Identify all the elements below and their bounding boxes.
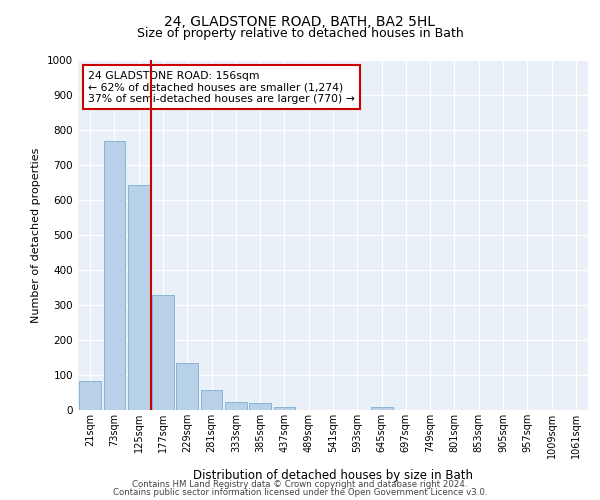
Bar [104,140,125,410]
X-axis label: Distribution of detached houses by size in Bath: Distribution of detached houses by size … [193,469,473,482]
Bar [225,402,247,410]
Text: 24 GLADSTONE ROAD: 156sqm
← 62% of detached houses are smaller (1,274)
37% of se: 24 GLADSTONE ROAD: 156sqm ← 62% of detac… [88,70,355,104]
Text: Contains HM Land Registry data © Crown copyright and database right 2024.: Contains HM Land Registry data © Crown c… [132,480,468,489]
Bar [274,406,295,410]
Y-axis label: Number of detached properties: Number of detached properties [31,148,41,322]
Text: Contains public sector information licensed under the Open Government Licence v3: Contains public sector information licen… [113,488,487,497]
Bar [152,294,174,410]
Bar [176,364,198,410]
Bar [200,390,223,410]
Text: Size of property relative to detached houses in Bath: Size of property relative to detached ho… [137,28,463,40]
Bar [79,381,101,410]
Bar [371,406,392,410]
Bar [128,186,149,410]
Bar [249,403,271,410]
Text: 24, GLADSTONE ROAD, BATH, BA2 5HL: 24, GLADSTONE ROAD, BATH, BA2 5HL [164,15,436,29]
